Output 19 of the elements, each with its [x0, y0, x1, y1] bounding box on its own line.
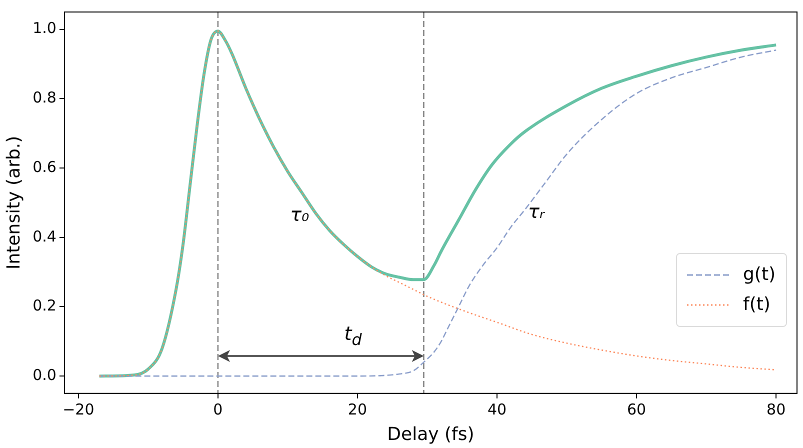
annotation: t$_{d}$: [344, 323, 362, 350]
legend-label: g(t): [743, 264, 776, 286]
y-axis-title: Intensity (arb.): [3, 136, 24, 270]
x-tick-label: 80: [766, 400, 786, 418]
x-axis-title: Delay (fs): [387, 424, 474, 445]
y-tick-label: 1.0: [32, 19, 56, 38]
y-tick-label: 0.0: [32, 366, 56, 384]
annotation: τᵣ: [528, 200, 544, 223]
x-tick-label: 60: [626, 400, 646, 418]
y-tick-label: 0.6: [32, 158, 56, 176]
y-tick-label: 0.4: [32, 227, 56, 246]
annotation: τ₀: [290, 204, 310, 226]
x-tick-label: 0: [213, 400, 223, 418]
x-tick-label: −20: [62, 400, 94, 418]
y-tick-label: 0.8: [32, 88, 56, 107]
legend-label: f(t): [743, 294, 770, 316]
y-tick-label: 0.2: [32, 296, 56, 315]
x-tick-label: 40: [487, 400, 507, 418]
x-tick-label: 20: [348, 400, 368, 418]
